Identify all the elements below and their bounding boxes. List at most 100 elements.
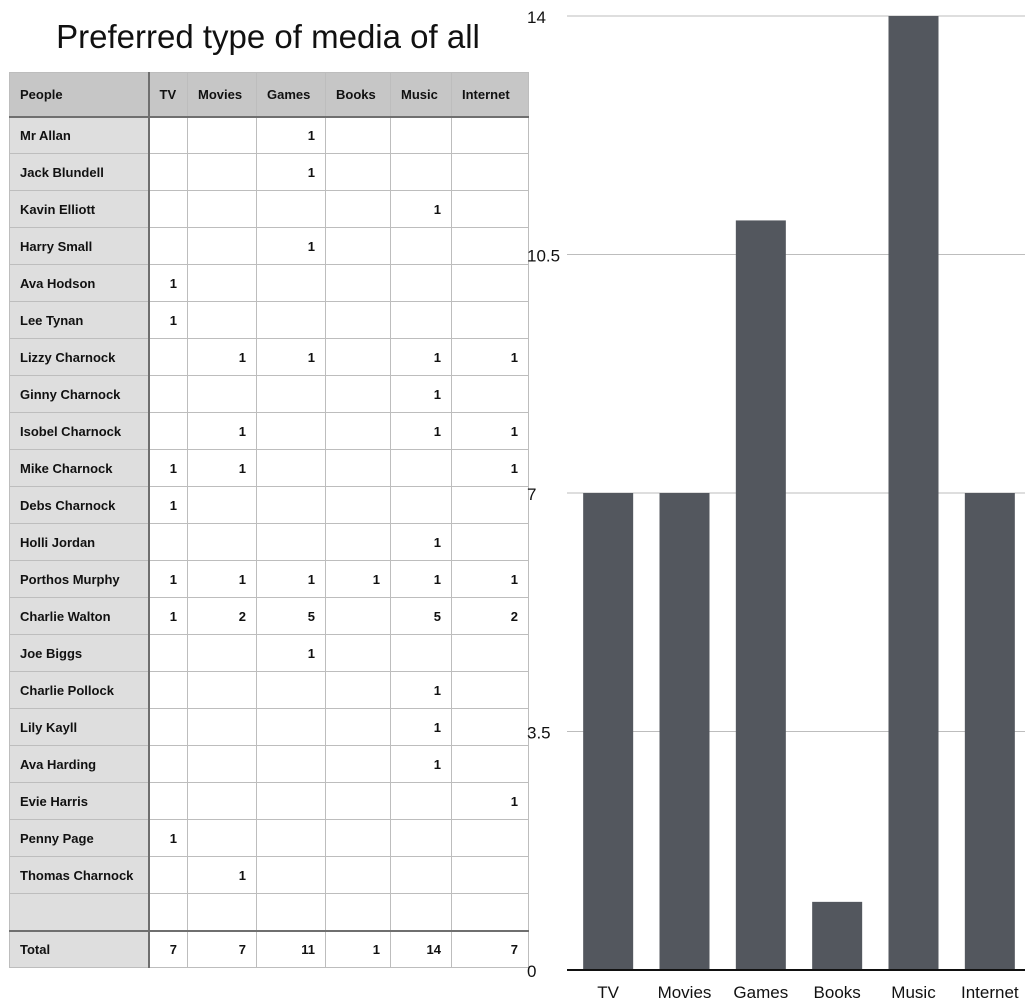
person-name: Debs Charnock (9, 486, 150, 524)
table-cell (451, 227, 529, 265)
table-cell (256, 745, 326, 783)
table-cell (451, 190, 529, 228)
table-cell (256, 893, 326, 931)
table-cell (148, 893, 188, 931)
chart-title: Preferred type of media of all (56, 18, 480, 55)
table-cell: 1 (256, 338, 326, 376)
table-cell: 1 (390, 671, 452, 709)
table-row: Lily Kayll 1 (9, 708, 529, 746)
table-cell (256, 264, 326, 302)
table-cell (187, 153, 257, 191)
column-header: Internet (451, 72, 529, 118)
person-name: Joe Biggs (9, 634, 150, 672)
table-cell (148, 782, 188, 820)
table-cell: 1 (187, 856, 257, 894)
person-name: Mr Allan (9, 116, 150, 154)
table-cell (451, 264, 529, 302)
table-cell (451, 301, 529, 339)
person-name: Penny Page (9, 819, 150, 857)
table-cell (451, 634, 529, 672)
table-cell (325, 153, 391, 191)
table-cell: 1 (148, 301, 188, 339)
total-cell: 14 (390, 929, 452, 968)
table-cell (390, 634, 452, 672)
column-header: Music (390, 72, 452, 118)
person-name: Thomas Charnock (9, 856, 150, 894)
table-cell (148, 375, 188, 413)
table-cell (325, 412, 391, 450)
bar-books (812, 901, 863, 970)
table-cell: 1 (256, 634, 326, 672)
total-cell: 7 (451, 929, 529, 968)
column-header: People (9, 72, 150, 118)
table-cell (256, 671, 326, 709)
person-name: Evie Harris (9, 782, 150, 820)
column-header: Books (325, 72, 391, 118)
table-cell (451, 708, 529, 746)
table-body: Mr Allan 1 Jack Blundell 1 Kavin Elliott 1 Har… (9, 116, 529, 931)
table-cell (148, 745, 188, 783)
table-cell (325, 301, 391, 339)
table-cell (148, 671, 188, 709)
table-cell: 1 (256, 116, 326, 154)
media-bar-chart: 0 3.5 7 10.5 14 TV Movies Games Books Music Intern… (527, 8, 1025, 1002)
table-cell: 2 (187, 597, 257, 635)
table-cell (148, 153, 188, 191)
table-cell: 1 (148, 486, 188, 524)
table-row: Jack Blundell 1 (9, 153, 529, 191)
table-cell (187, 745, 257, 783)
table-cell: 1 (451, 782, 529, 820)
person-name: Holli Jordan (9, 523, 150, 561)
table-row: Evie Harris 1 (9, 782, 529, 820)
y-tick-label: 10.5 (527, 247, 560, 266)
table-cell (187, 634, 257, 672)
table-cell (256, 301, 326, 339)
column-header: Games (256, 72, 326, 118)
table-cell (325, 893, 391, 931)
table-cell (187, 671, 257, 709)
person-name: Lily Kayll (9, 708, 150, 746)
table-cell (451, 486, 529, 524)
table-cell (187, 375, 257, 413)
table-cell: 1 (148, 819, 188, 857)
bar-tv (583, 493, 634, 970)
total-label: Total (9, 929, 150, 968)
table-cell: 2 (451, 597, 529, 635)
table-row: Charlie Pollock 1 (9, 671, 529, 709)
table-cell (325, 745, 391, 783)
table-cell: 1 (451, 449, 529, 487)
table-cell (148, 227, 188, 265)
table-cell: 1 (390, 375, 452, 413)
table-cell (390, 449, 452, 487)
table-cell (451, 819, 529, 857)
table-cell (451, 523, 529, 561)
table-cell (187, 190, 257, 228)
total-row: Total 7 7 11 1 14 7 (9, 929, 529, 968)
table-row: Ava Hodson 1 (9, 264, 529, 302)
table-cell (390, 782, 452, 820)
table-cell (325, 190, 391, 228)
table-cell (325, 523, 391, 561)
y-tick-label: 0 (527, 962, 536, 981)
person-name: Mike Charnock (9, 449, 150, 487)
table-cell (390, 301, 452, 339)
table-row: Charlie Walton 1 2 5 5 2 (9, 597, 529, 635)
table-cell (390, 264, 452, 302)
table-cell (390, 116, 452, 154)
person-name: Kavin Elliott (9, 190, 150, 228)
person-name: Ava Hodson (9, 264, 150, 302)
total-cell: 1 (325, 929, 391, 968)
x-tick-label: TV (597, 983, 619, 1002)
table-cell (390, 856, 452, 894)
table-cell: 5 (390, 597, 452, 635)
table-row: Isobel Charnock 1 1 1 (9, 412, 529, 450)
table-row: Debs Charnock 1 (9, 486, 529, 524)
table-cell: 1 (187, 560, 257, 598)
x-tick-label: Movies (658, 983, 712, 1002)
table-cell (187, 264, 257, 302)
table-row: Lizzy Charnock 1 1 1 1 (9, 338, 529, 376)
table-cell (325, 634, 391, 672)
table-cell: 1 (148, 597, 188, 635)
table-row: Porthos Murphy 1 1 1 1 1 1 (9, 560, 529, 598)
table-cell: 1 (390, 190, 452, 228)
